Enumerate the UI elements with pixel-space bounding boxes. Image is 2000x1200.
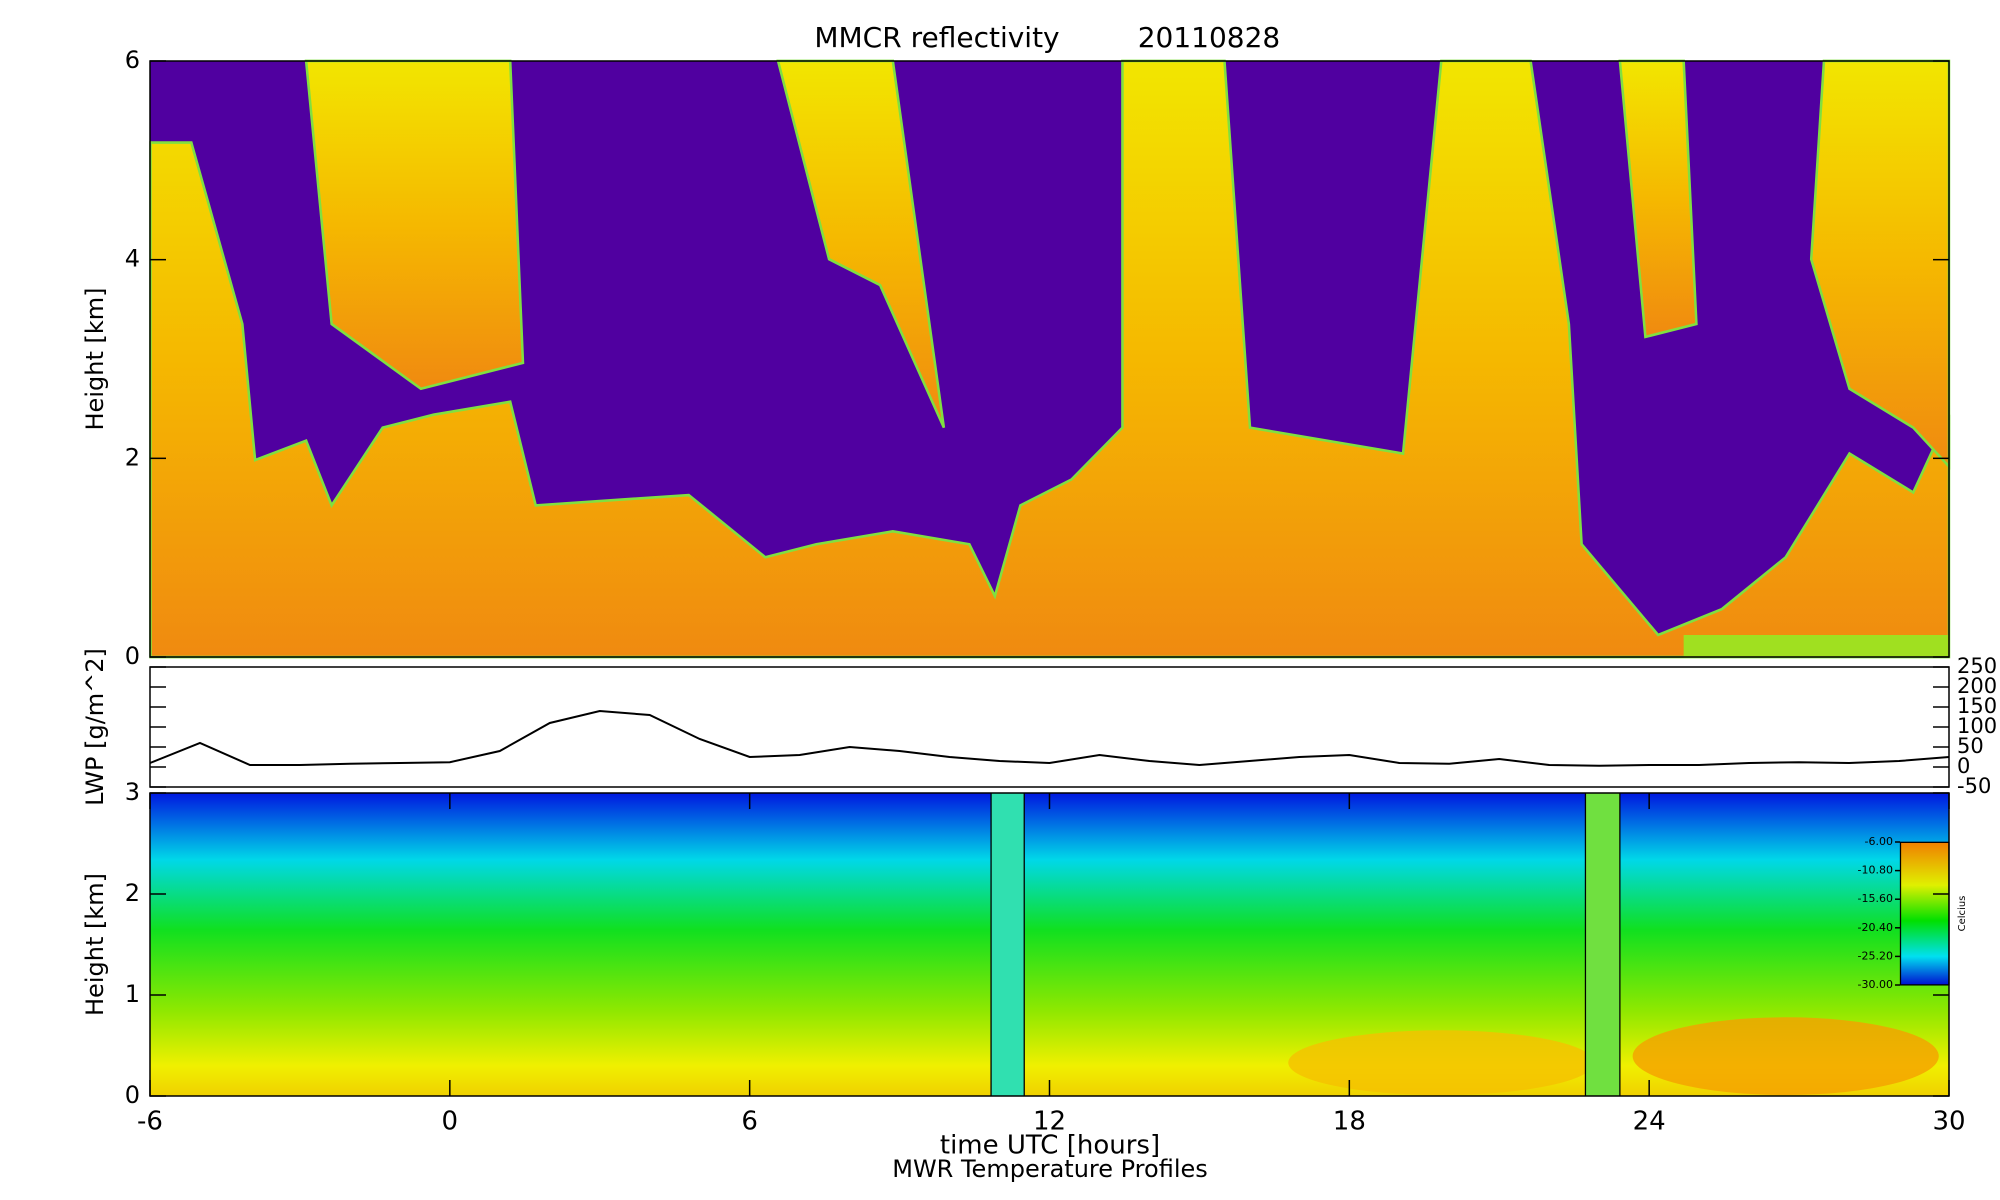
y-tick-label: 0 xyxy=(125,642,140,670)
plot-frame xyxy=(149,60,1950,658)
y-axis-label: Height [km] xyxy=(81,873,109,1016)
x-tick-label: 12 xyxy=(1033,1107,1066,1137)
x-tick-label: 30 xyxy=(1932,1107,1965,1137)
title: MMCR reflectivity xyxy=(814,21,1059,54)
y-tick-label: 2 xyxy=(125,443,140,471)
y-tick-label: 0 xyxy=(125,1081,140,1109)
colorbar-tick-label: -30.00 xyxy=(1858,978,1893,991)
y-axis-label: LWP [g/m^2] xyxy=(81,648,109,806)
y-tick-label: 4 xyxy=(125,245,140,273)
y-tick-label: 150 xyxy=(1957,694,1997,718)
colorbar-tick-label: -6.00 xyxy=(1865,835,1893,848)
x-tick-label: 0 xyxy=(442,1107,459,1137)
caption: MWR Temperature Profiles xyxy=(892,1155,1208,1183)
x-tick-label: 18 xyxy=(1333,1107,1366,1137)
colorbar-tick-label: -10.80 xyxy=(1858,864,1893,877)
temperature-image xyxy=(150,793,1950,1097)
y-tick-label: 0 xyxy=(1957,754,1970,778)
y-tick-label: 3 xyxy=(125,778,140,806)
date: 20110828 xyxy=(1138,21,1281,54)
plot-frame xyxy=(149,666,1950,788)
y-tick-label: -50 xyxy=(1957,774,1991,798)
colorbar-label: Celcius xyxy=(1957,896,1968,932)
lwp-line xyxy=(149,709,1950,767)
radar-image xyxy=(149,59,1951,659)
y-tick-label: 1 xyxy=(125,980,140,1008)
y-tick-label: 50 xyxy=(1957,734,1984,758)
colorbar-tick-label: -20.40 xyxy=(1858,921,1893,934)
x-axis-label: time UTC [hours] xyxy=(940,1131,1160,1161)
y-tick-label: 2 xyxy=(125,879,140,907)
y-tick-label: 100 xyxy=(1957,714,1997,738)
y-tick-label: 250 xyxy=(1957,654,1997,678)
x-tick-label: 24 xyxy=(1633,1107,1666,1137)
x-tick-label: 6 xyxy=(741,1107,758,1137)
colorbar-tick-label: -25.20 xyxy=(1858,949,1893,962)
y-axis-label: Height [km] xyxy=(81,288,109,431)
y-tick-label: 6 xyxy=(125,46,140,74)
colorbar-tick-label: -15.60 xyxy=(1858,892,1893,905)
x-tick-label: -6 xyxy=(137,1107,163,1137)
y-tick-label: 200 xyxy=(1957,674,1997,698)
